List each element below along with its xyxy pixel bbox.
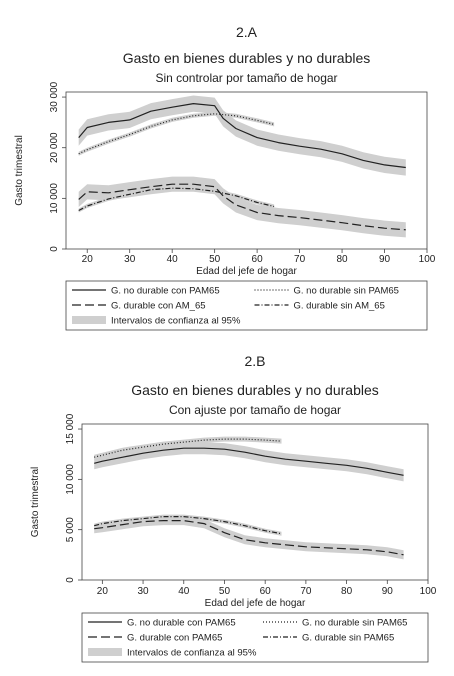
legend-ci-swatch — [72, 316, 106, 324]
series-line-3 — [78, 183, 406, 231]
y-tick-label: 0 — [65, 577, 76, 583]
x-tick-label: 70 — [300, 586, 312, 597]
y-tick-label: 10 000 — [49, 183, 60, 214]
legend-label-2: G. no durable sin PAM65 — [302, 618, 407, 629]
x-tick-label: 60 — [260, 586, 272, 597]
x-tick-label: 100 — [420, 586, 437, 597]
legend-box — [81, 612, 429, 663]
panel-label: 2.A — [236, 24, 258, 40]
plot-frame — [81, 423, 429, 581]
plot-frame — [65, 91, 428, 250]
series-line-1 — [78, 102, 406, 169]
panel-label: 2.B — [244, 353, 265, 369]
x-axis-label: Edad del jefe de hogar — [205, 598, 306, 609]
x-tick-label: 90 — [382, 586, 394, 597]
legend-label-4: G. durable sin AM_65 — [294, 301, 385, 312]
y-tick-label: 5 000 — [65, 517, 76, 542]
legend-ci-swatch — [88, 648, 122, 656]
series-line-2 — [78, 113, 275, 155]
x-tick-label: 20 — [97, 586, 109, 597]
ci-band-series-1 — [94, 442, 404, 482]
series-line-1 — [94, 447, 404, 476]
legend-box — [65, 280, 428, 331]
x-tick-label: 80 — [336, 254, 348, 265]
x-tick-label: 100 — [419, 254, 436, 265]
x-tick-label: 80 — [341, 586, 353, 597]
series-line-4 — [78, 187, 275, 212]
legend-label-3: G. durable con AM_65 — [111, 301, 206, 312]
legend-ci-label: Intervalos de confianza al 95% — [127, 648, 257, 659]
x-tick-label: 40 — [167, 254, 179, 265]
legend-label-1: G. no durable con PAM65 — [111, 286, 220, 297]
x-tick-label: 70 — [294, 254, 306, 265]
series-line-4 — [94, 515, 282, 535]
legend-label-1: G. no durable con PAM65 — [127, 618, 236, 629]
chart-title: Gasto en bienes durables y no durables — [131, 382, 379, 398]
ci-band-series-2 — [78, 111, 275, 156]
ci-band-series-4 — [78, 186, 275, 213]
legend-label-3: G. durable con PAM65 — [127, 633, 222, 644]
legend-label-4: G. durable sin PAM65 — [302, 633, 394, 644]
x-tick-label: 50 — [209, 254, 221, 265]
x-tick-label: 90 — [379, 254, 391, 265]
x-tick-label: 20 — [82, 254, 94, 265]
y-tick-label: 0 — [49, 246, 60, 252]
legend-ci-label: Intervalos de confianza al 95% — [111, 316, 241, 327]
y-tick-label: 10 000 — [65, 464, 76, 495]
ci-band-series-3 — [94, 516, 404, 560]
y-tick-label: 15 000 — [65, 413, 76, 444]
chart-panel-2: 2.B Gasto en bienes durables y no durable… — [30, 353, 437, 663]
x-tick-label: 30 — [137, 586, 149, 597]
x-tick-label: 40 — [178, 586, 190, 597]
y-tick-label: 20 000 — [49, 132, 60, 163]
x-axis-label: Edad del jefe de hogar — [196, 266, 297, 277]
x-tick-label: 50 — [219, 586, 231, 597]
y-axis-label: Gasto trimestral — [30, 467, 41, 538]
series-line-2 — [94, 438, 282, 458]
chart-subtitle: Sin controlar por tamaño de hogar — [155, 71, 337, 85]
ci-band-series-2 — [94, 436, 282, 460]
series-line-3 — [94, 519, 404, 556]
chart-subtitle: Con ajuste por tamaño de hogar — [169, 403, 341, 417]
ci-band-series-4 — [94, 514, 282, 536]
y-axis-label: Gasto trimestral — [14, 135, 25, 206]
chart-panel-1: 2.A Gasto en bienes durables y no durable… — [14, 24, 436, 331]
chart-title: Gasto en bienes durables y no durables — [123, 50, 371, 66]
y-tick-label: 30 000 — [49, 81, 60, 112]
x-tick-label: 60 — [252, 254, 264, 265]
legend-label-2: G. no durable sin PAM65 — [294, 286, 399, 297]
ci-band-series-1 — [78, 95, 406, 176]
x-tick-label: 30 — [124, 254, 136, 265]
